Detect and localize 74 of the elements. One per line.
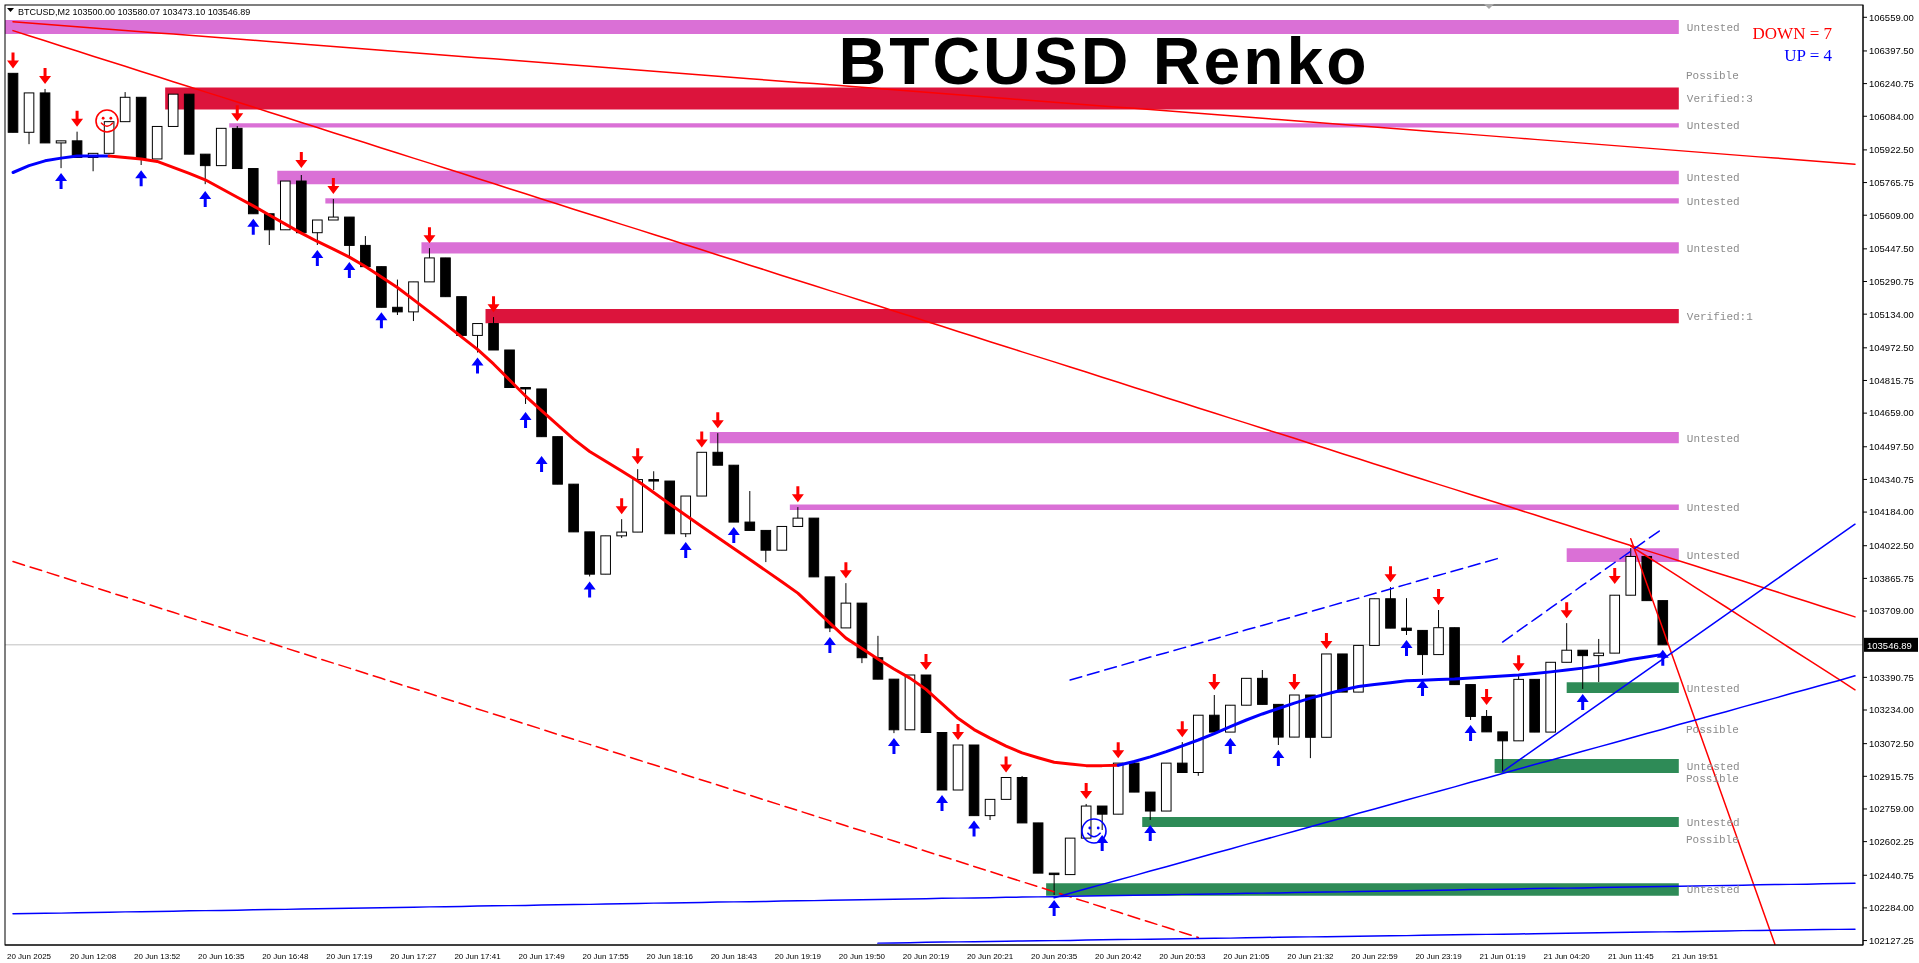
y-tick-label: 105609.00 bbox=[1869, 209, 1914, 221]
annotation: UP = 4 bbox=[1784, 46, 1833, 65]
x-tick-label: 20 Jun 17:27 bbox=[390, 951, 438, 961]
annotation: Possible bbox=[1686, 70, 1739, 82]
y-tick-label: 104340.75 bbox=[1869, 473, 1914, 485]
y-tick-label: 103072.50 bbox=[1869, 738, 1914, 750]
y-tick-label: 103234.00 bbox=[1869, 704, 1914, 716]
x-tick-label: 20 Jun 21:05 bbox=[1223, 951, 1271, 961]
y-tick-label: 102440.75 bbox=[1869, 869, 1914, 881]
y-tick-label: 104815.75 bbox=[1869, 374, 1914, 386]
y-tick-label: 105134.00 bbox=[1869, 308, 1914, 320]
band-label: Verified:3 bbox=[1686, 93, 1753, 106]
ref-line-label: 103546.89 bbox=[1867, 639, 1912, 651]
y-tick-label: 106084.00 bbox=[1869, 110, 1914, 122]
x-tick-label: 20 Jun 20:53 bbox=[1159, 951, 1206, 961]
y-tick-label: 104659.00 bbox=[1869, 407, 1914, 419]
y-tick-label: 103865.75 bbox=[1869, 572, 1914, 584]
band-label: Untested bbox=[1686, 884, 1740, 897]
y-tick-label: 102759.00 bbox=[1869, 803, 1914, 815]
x-tick-label: 20 Jun 23:19 bbox=[1415, 951, 1463, 961]
x-tick-label: 20 Jun 18:43 bbox=[710, 951, 758, 961]
band-label: Untested bbox=[1686, 195, 1740, 208]
y-tick-label: 105290.75 bbox=[1869, 275, 1914, 287]
x-tick-label: 20 Jun 20:35 bbox=[1031, 951, 1078, 961]
x-tick-label: 20 Jun 16:48 bbox=[262, 951, 309, 961]
x-tick-label: 20 Jun 19:50 bbox=[838, 951, 886, 961]
x-tick-label: 20 Jun 17:55 bbox=[582, 951, 630, 961]
x-tick-label: 20 Jun 22:59 bbox=[1351, 951, 1399, 961]
band-label: Untested bbox=[1686, 549, 1740, 562]
x-tick-label: 20 Jun 20:42 bbox=[1095, 951, 1142, 961]
annotation: BTCUSD,M2 103500.00 103580.07 103473.10 103546.89 bbox=[18, 7, 251, 17]
y-tick-label: 105922.50 bbox=[1869, 144, 1914, 156]
y-tick-label: 106559.00 bbox=[1869, 11, 1914, 23]
y-tick-label: 102127.25 bbox=[1869, 934, 1914, 946]
y-tick-label: 105765.75 bbox=[1869, 176, 1914, 188]
x-tick-label: 21 Jun 01:19 bbox=[1479, 951, 1527, 961]
band-label: Verified:1 bbox=[1686, 311, 1754, 324]
x-tick-label: 21 Jun 19:51 bbox=[1671, 951, 1719, 961]
x-tick-label: 20 Jun 12:08 bbox=[69, 951, 117, 961]
chart-title: BTCUSD Renko bbox=[838, 24, 1370, 98]
y-tick-label: 105447.50 bbox=[1869, 243, 1914, 255]
annotation: DOWN = 7 bbox=[1752, 24, 1833, 43]
y-tick-label: 102284.00 bbox=[1869, 902, 1914, 914]
x-tick-label: 20 Jun 17:49 bbox=[518, 951, 566, 961]
x-tick-label: 20 Jun 2025 bbox=[7, 951, 52, 961]
band-label: Untested bbox=[1686, 172, 1740, 185]
y-tick-label: 104497.50 bbox=[1869, 441, 1914, 453]
annotation: Possible bbox=[1686, 834, 1739, 846]
y-tick-label: 106397.50 bbox=[1869, 45, 1914, 57]
band-label: Untested bbox=[1686, 21, 1740, 34]
band-label: Untested bbox=[1686, 242, 1740, 255]
x-tick-label: 20 Jun 17:19 bbox=[326, 951, 374, 961]
band-label: Untested bbox=[1686, 432, 1740, 445]
x-tick-label: 20 Jun 16:35 bbox=[198, 951, 245, 961]
x-tick-label: 21 Jun 04:20 bbox=[1543, 951, 1591, 961]
y-tick-label: 102915.75 bbox=[1869, 770, 1914, 782]
y-tick-label: 103709.00 bbox=[1869, 605, 1914, 617]
y-tick-label: 104184.00 bbox=[1869, 506, 1914, 518]
y-tick-label: 103390.75 bbox=[1869, 671, 1914, 683]
band-label: Untested bbox=[1686, 120, 1740, 133]
y-tick-label: 104972.50 bbox=[1869, 342, 1914, 354]
x-tick-label: 21 Jun 11:45 bbox=[1607, 951, 1655, 961]
x-tick-label: 20 Jun 20:21 bbox=[966, 951, 1014, 961]
x-tick-label: 20 Jun 19:19 bbox=[774, 951, 822, 961]
x-tick-label: 20 Jun 18:16 bbox=[646, 951, 694, 961]
x-tick-label: 20 Jun 21:32 bbox=[1287, 951, 1335, 961]
band-label: Untested bbox=[1686, 502, 1740, 515]
x-tick-label: 20 Jun 13:52 bbox=[134, 951, 181, 961]
x-tick-label: 20 Jun 17:41 bbox=[454, 951, 502, 961]
y-tick-label: 102602.25 bbox=[1869, 835, 1914, 847]
x-tick-label: 20 Jun 20:19 bbox=[902, 951, 950, 961]
band-label: Untested bbox=[1686, 682, 1740, 695]
y-tick-label: 106240.75 bbox=[1869, 77, 1914, 89]
y-tick-label: 104022.50 bbox=[1869, 540, 1914, 552]
